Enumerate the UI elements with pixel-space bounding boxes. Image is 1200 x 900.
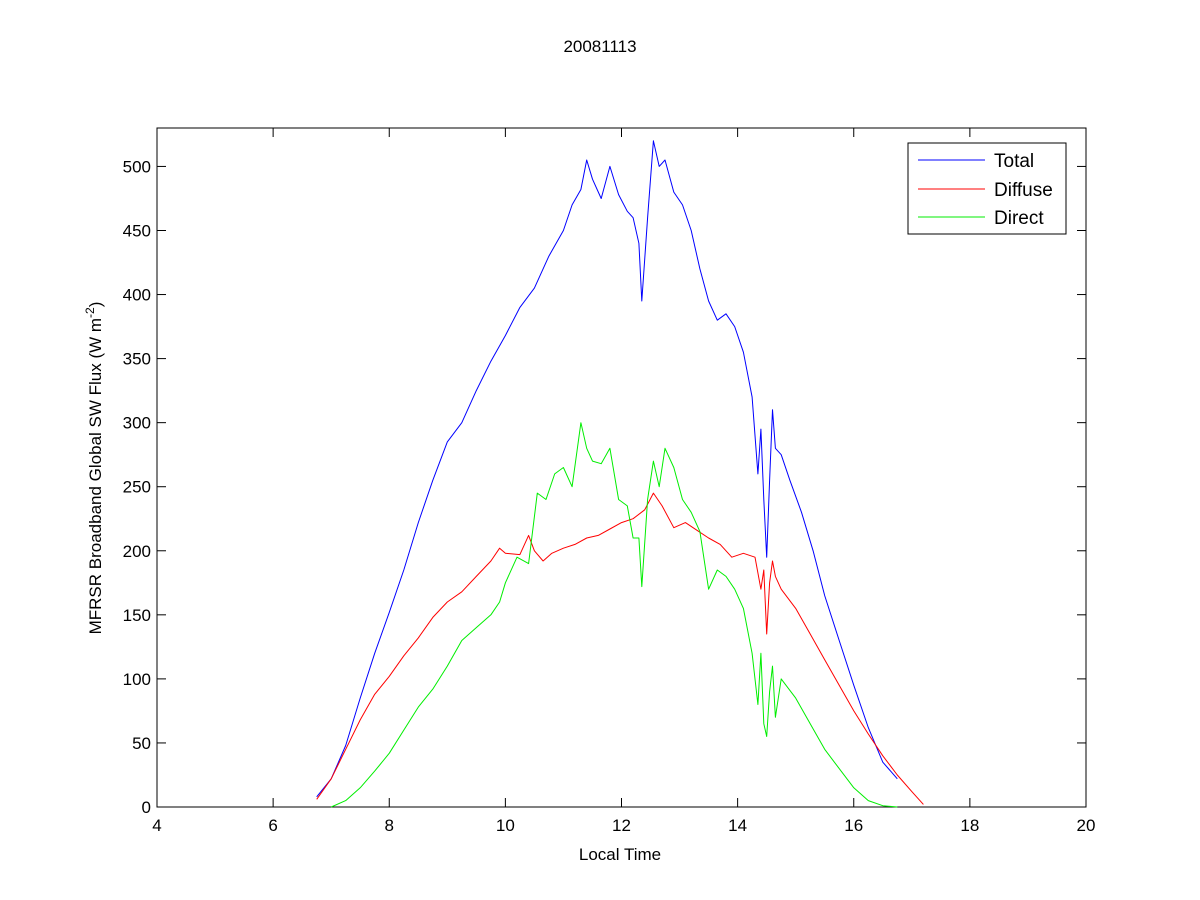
series-group — [316, 140, 924, 808]
legend-label-diffuse: Diffuse — [994, 180, 1053, 201]
y-tick-label: 350 — [123, 350, 151, 369]
y-axis-label: MFRSR Broadband Global SW Flux (W m-2) — [83, 302, 105, 635]
y-tick-label: 50 — [132, 734, 151, 753]
x-tick-label: 20 — [1077, 816, 1096, 835]
y-tick-label: 500 — [123, 157, 151, 176]
x-tick-label: 16 — [844, 816, 863, 835]
x-tick-label: 6 — [268, 816, 277, 835]
y-ticks: 0 50 100 150 200 250 300 350 400 450 500 — [123, 157, 1086, 817]
x-tick-label: 14 — [728, 816, 747, 835]
y-tick-label: 150 — [123, 606, 151, 625]
x-tick-label: 8 — [385, 816, 394, 835]
x-tick-label: 4 — [152, 816, 161, 835]
y-tick-label: 400 — [123, 286, 151, 305]
y-axis-label-main: MFRSR Broadband Global SW Flux (W m — [86, 318, 105, 634]
legend-label-total: Total — [994, 151, 1034, 172]
y-axis-label-close: ) — [86, 302, 105, 308]
series-line-total — [316, 140, 898, 798]
x-tick-label: 10 — [496, 816, 515, 835]
legend: Total Diffuse Direct — [907, 142, 1067, 235]
plot-area — [156, 127, 1087, 808]
y-tick-label: 250 — [123, 478, 151, 497]
y-tick-label: 450 — [123, 221, 151, 240]
chart-title: 20081113 — [563, 37, 636, 56]
x-tick-label: 18 — [960, 816, 979, 835]
series-line-direct — [330, 422, 898, 808]
y-tick-label: 100 — [123, 670, 151, 689]
y-tick-label: 200 — [123, 542, 151, 561]
y-tick-label: 0 — [142, 798, 151, 817]
x-tick-label: 12 — [612, 816, 631, 835]
y-tick-label: 300 — [123, 414, 151, 433]
y-axis-label-sup: -2 — [83, 307, 97, 318]
legend-label-direct: Direct — [994, 208, 1044, 229]
series-line-diffuse — [316, 492, 924, 805]
x-axis-label: Local Time — [579, 845, 661, 864]
x-ticks: 4 6 8 10 12 14 16 18 20 — [152, 128, 1095, 835]
